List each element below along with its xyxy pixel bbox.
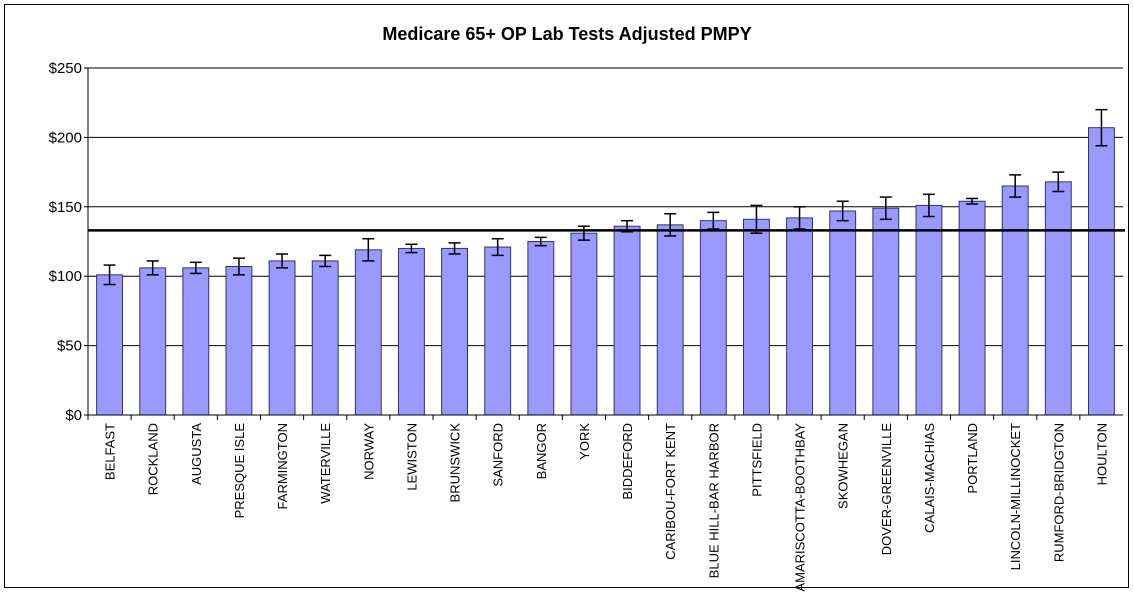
x-tick-label: PITTSFIELD: [749, 423, 764, 497]
bar: [786, 217, 813, 416]
x-tick-label: FARMINGTON: [275, 423, 290, 509]
x-tick-label: YORK: [577, 423, 592, 460]
x-tick-label: WATERVILLE: [318, 423, 333, 504]
bar: [139, 267, 167, 416]
bar: [268, 260, 296, 416]
x-tick-label: RUMFORD-BRIDGTON: [1051, 423, 1066, 562]
x-tick-label: BELFAST: [103, 423, 118, 480]
bar: [225, 265, 253, 416]
x-tick-label: BRUNSWICK: [448, 423, 463, 503]
bar: [958, 200, 986, 416]
bar: [570, 232, 598, 416]
bar: [484, 246, 512, 416]
y-tick-label: $100: [49, 268, 82, 285]
bar: [527, 241, 555, 416]
bar: [656, 224, 684, 416]
y-tick-label: $150: [49, 199, 82, 216]
x-tick-label: CARIBOU-FORT KENT: [663, 423, 678, 560]
bar: [96, 274, 123, 416]
bar: [1088, 127, 1115, 416]
x-tick-label: BLUE HILL-BAR HARBOR: [706, 423, 721, 578]
x-tick-label: BANGOR: [534, 423, 549, 479]
y-tick-label: $250: [49, 60, 82, 77]
bar: [743, 218, 770, 416]
x-tick-label: HOULTON: [1094, 423, 1109, 485]
bar: [1001, 185, 1029, 416]
y-tick-label: $200: [49, 129, 82, 146]
x-tick-label: PORTLAND: [965, 423, 980, 494]
bar: [1044, 181, 1072, 416]
chart-title: Medicare 65+ OP Lab Tests Adjusted PMPY: [382, 24, 751, 44]
x-tick-label: ROCKLAND: [146, 423, 161, 495]
x-tick-label: CALAIS-MACHIAS: [922, 423, 937, 533]
x-tick-label: PRESQUE ISLE: [232, 423, 247, 519]
x-tick-label: SANFORD: [491, 423, 506, 487]
bar: [829, 210, 857, 416]
x-tick-label: SKOWHEGAN: [836, 423, 851, 509]
y-tick-label: $0: [65, 407, 82, 424]
bar: [613, 225, 641, 416]
x-tick-label: NORWAY: [361, 423, 376, 480]
y-tick-label: $50: [57, 338, 82, 355]
bar: [872, 207, 900, 416]
x-tick-label: DAMARISCOTTA-BOOTHBAY: [793, 423, 808, 592]
x-tick-label: LEWISTON: [404, 423, 419, 491]
bar: [311, 260, 339, 416]
bar: [699, 220, 727, 416]
bar: [354, 249, 382, 416]
x-tick-label: DOVER-GREENVILLE: [879, 423, 894, 556]
bar: [915, 204, 943, 416]
x-tick-label: LINCOLN-MILLINOCKET: [1008, 423, 1023, 570]
bar: [398, 247, 425, 416]
bar: [441, 247, 468, 416]
x-tick-label: BIDDEFORD: [620, 423, 635, 500]
bar: [182, 267, 210, 416]
x-tick-label: AUGUSTA: [189, 423, 204, 485]
